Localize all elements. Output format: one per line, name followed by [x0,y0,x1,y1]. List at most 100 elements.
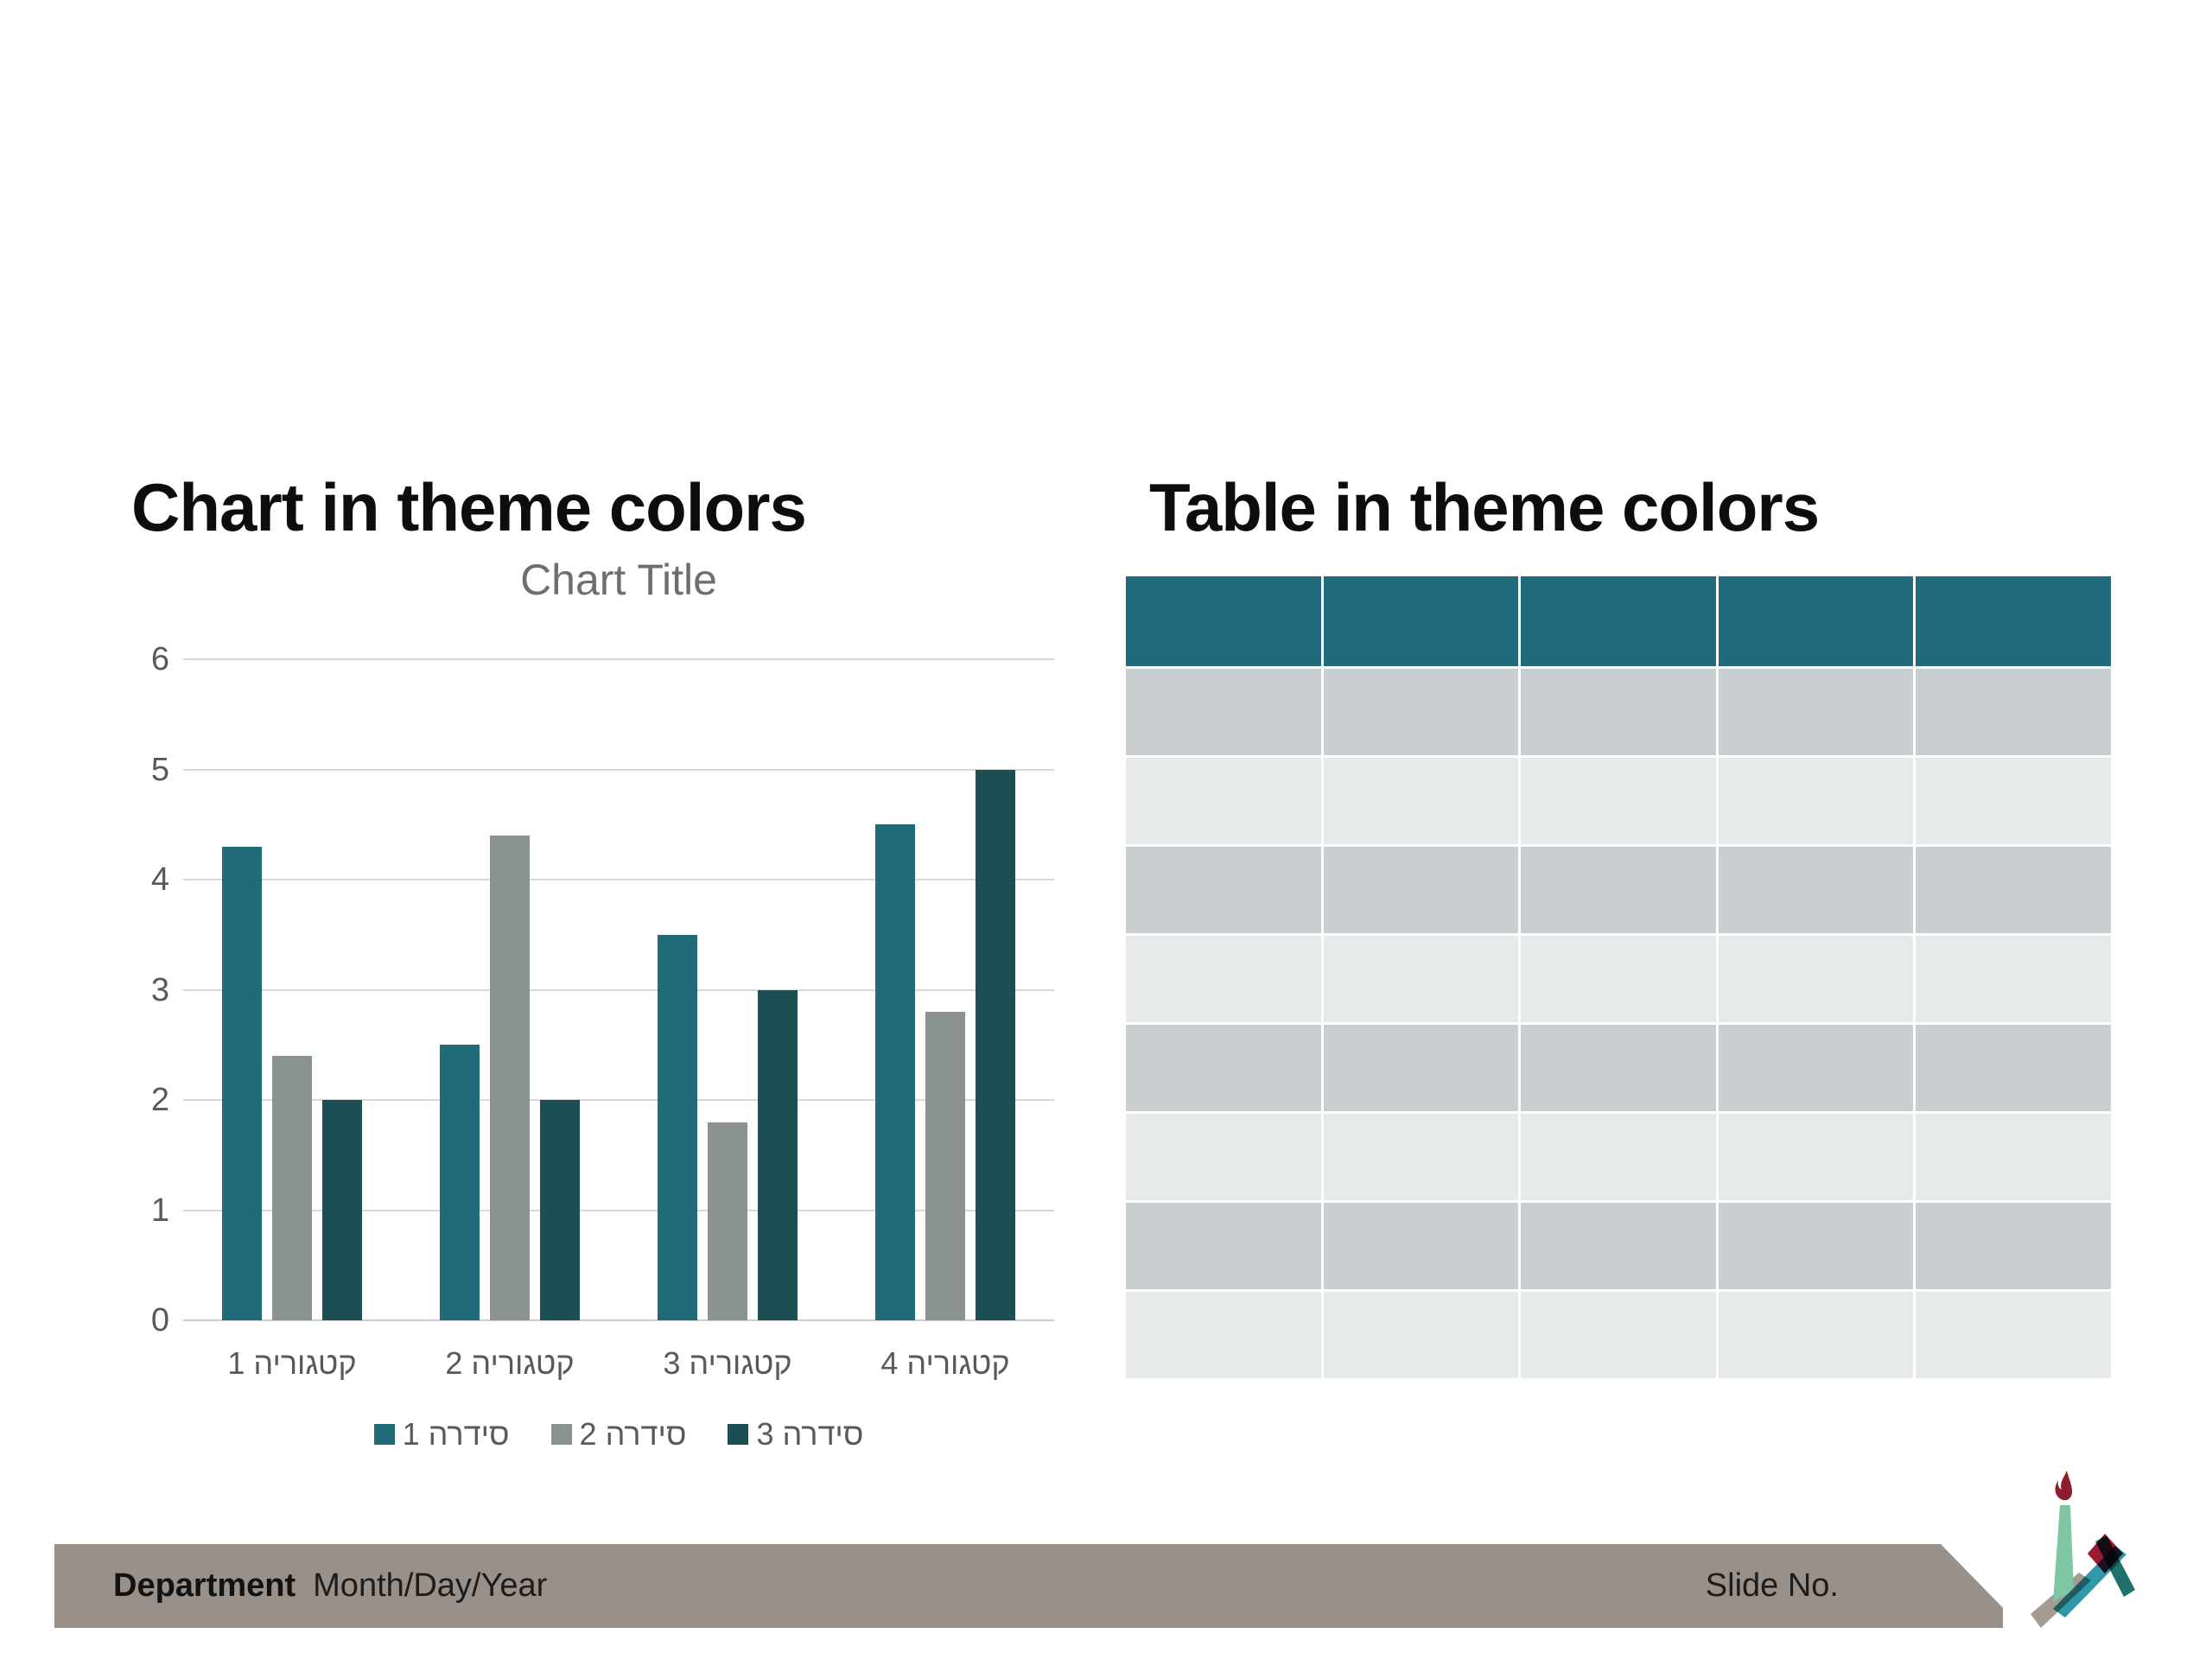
x-axis-category-label: קטגוריה 3 [663,1345,792,1381]
table [1126,576,2111,1378]
y-axis-tick-label: 3 [150,971,169,1008]
table-header-cell [1718,576,1914,666]
table-body-cell [1323,847,1519,933]
gridline [183,1209,1054,1211]
table-body-cell [1126,847,1321,933]
bar-chart: Chart Title סידרה 1 סידרה 2 סידרה 3 0 1 2 3 4 5… [130,544,1071,1495]
logo-flame [2055,1471,2073,1501]
table-header-cell [1126,576,1321,666]
table-body-cell [1521,847,1716,933]
table-body-cell [1521,1114,1716,1200]
footer-left-text: Department Month/Day/Year [113,1544,547,1628]
bar-סידרה 3-קטגוריה 4 [976,769,1015,1320]
bar-סידרה 1-קטגוריה 4 [875,824,915,1320]
bar-סידרה 3-קטגוריה 3 [758,989,798,1320]
legend-swatch [373,1424,395,1445]
y-axis-tick-label: 1 [150,1192,169,1229]
table-body-cell [1521,1025,1716,1111]
table-body-cell [1916,1025,2111,1111]
bar-סידרה 3-קטגוריה 2 [540,1100,580,1320]
table-section-heading: Table in theme colors [1149,469,1820,546]
legend-item: סידרה 2 [550,1416,687,1452]
chart-title: Chart Title [520,556,717,604]
y-axis-tick-label: 0 [150,1302,169,1338]
table-body-cell [1521,758,1716,844]
gridline [183,1319,1054,1321]
logo-diamond [2088,1534,2123,1573]
y-axis-tick-label: 5 [150,751,169,788]
x-axis-category-label: קטגוריה 2 [445,1345,575,1381]
legend-swatch [550,1424,572,1445]
bar-סידרה 1-קטגוריה 1 [222,846,262,1320]
table-body-cell [1126,1292,1321,1378]
bar-סידרה 1-קטגוריה 3 [658,934,697,1320]
table-body-cell [1718,936,1914,1022]
footer-slide-number-label: Slide No. [1705,1567,1839,1604]
bar-סידרה 2-קטגוריה 4 [925,1012,965,1320]
chart-legend: סידרה 1 סידרה 2 סידרה 3 [183,1416,1054,1452]
chart-section-heading: Chart in theme colors [131,469,807,546]
table-body-cell [1718,1114,1914,1200]
table-body-cell [1126,936,1321,1022]
table-body-cell [1718,847,1914,933]
torch-logo [2031,1471,2135,1628]
table-body-cell [1916,1203,2111,1289]
legend-item: סידרה 3 [728,1416,863,1452]
table-body-cell [1126,1025,1321,1111]
table-body-cell [1916,669,2111,755]
table-body-cell [1718,1292,1914,1378]
footer-department-label: Department [113,1567,296,1604]
table-body-cell [1323,669,1519,755]
table-header-cell [1521,576,1716,666]
table-body-cell [1126,758,1321,844]
legend-label: סידרה 1 [402,1416,510,1452]
table-body-cell [1323,1292,1519,1378]
gridline [183,768,1054,771]
table-body-cell [1323,758,1519,844]
x-axis-category-label: קטגוריה 4 [880,1345,1010,1381]
footer-date-label: Month/Day/Year [313,1567,548,1604]
table-body-cell [1718,669,1914,755]
table-body-cell [1718,758,1914,844]
table-body-cell [1126,1203,1321,1289]
table-body-cell [1916,1292,2111,1378]
table-body-cell [1521,936,1716,1022]
table-body-cell [1126,669,1321,755]
gridline [183,988,1054,991]
footer-bar: Department Month/Day/Year Slide No. [54,1544,2003,1628]
bar-סידרה 2-קטגוריה 1 [272,1056,312,1320]
y-axis-tick-label: 6 [150,641,169,677]
table-body-cell [1323,1114,1519,1200]
table-body-cell [1126,1114,1321,1200]
table-body-cell [1521,1203,1716,1289]
table-body-cell [1916,1114,2111,1200]
table-body-cell [1323,936,1519,1022]
chart-plot [183,658,1054,1321]
table-body-cell [1916,847,2111,933]
bar-סידרה 3-קטגוריה 1 [322,1100,362,1320]
bar-סידרה 2-קטגוריה 2 [490,836,530,1320]
legend-swatch [728,1424,749,1445]
table-body-cell [1521,669,1716,755]
table-body-cell [1323,1203,1519,1289]
table-body-cell [1718,1203,1914,1289]
y-axis-tick-label: 4 [150,861,169,898]
gridline [183,879,1054,880]
gridline [183,658,1054,660]
gridline [183,1099,1054,1101]
legend-item: סידרה 1 [373,1416,510,1452]
legend-label: סידרה 3 [756,1416,864,1452]
table-header-cell [1323,576,1519,666]
table-body-cell [1718,1025,1914,1111]
bar-סידרה 1-קטגוריה 2 [440,1045,480,1320]
table-body-cell [1916,936,2111,1022]
y-axis-tick-label: 2 [150,1082,169,1118]
bar-סידרה 2-קטגוריה 3 [708,1122,747,1320]
table-body-cell [1916,758,2111,844]
table-header-cell [1916,576,2111,666]
table-body-cell [1323,1025,1519,1111]
table-body-cell [1521,1292,1716,1378]
x-axis-category-label: קטגוריה 1 [227,1345,357,1381]
legend-label: סידרה 2 [579,1416,687,1452]
